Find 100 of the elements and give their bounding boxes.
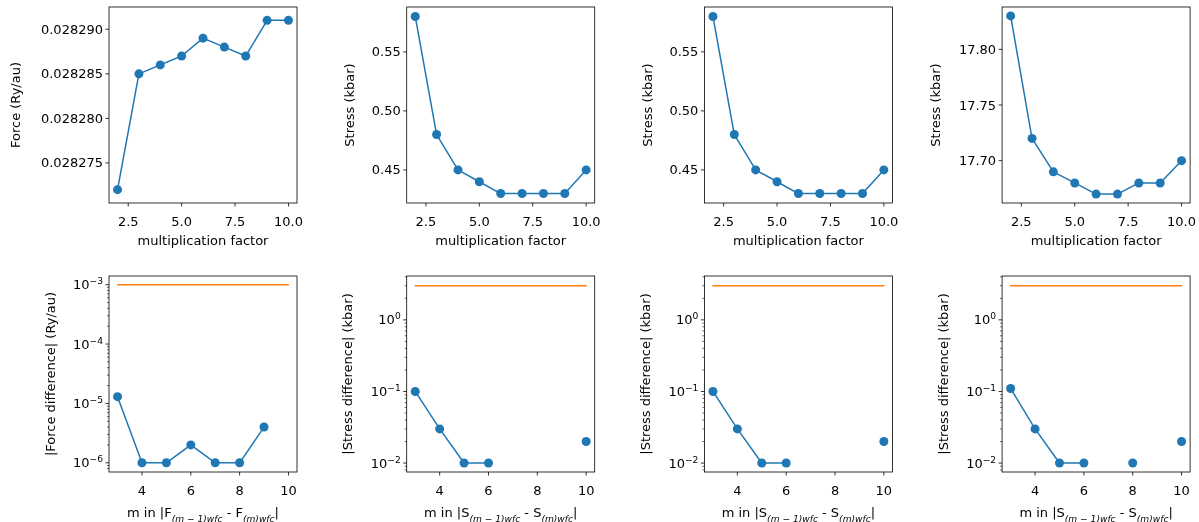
x-axis-title: multiplication factor: [137, 232, 270, 248]
y-tick-label: 0.45: [371, 162, 401, 178]
y-tick-label: 10$^{0}$: [676, 311, 699, 328]
y-tick-label: 17.75: [958, 97, 997, 113]
point: [1112, 189, 1122, 199]
x-tick-label: 2.5: [1010, 213, 1032, 229]
point: [483, 458, 493, 468]
point: [879, 437, 889, 446]
point: [459, 458, 469, 468]
x-tick-label: 8: [1128, 482, 1137, 498]
point: [815, 189, 825, 199]
point: [1079, 458, 1089, 468]
point: [1030, 424, 1040, 434]
y-tick-label: 17.70: [958, 153, 997, 169]
x-axis-title: m in |S$_{(m − 1)wfc}$ - S$_{(m)wfc}$|: [721, 504, 876, 522]
y-axis-title: |Stress difference| (kbar): [340, 293, 356, 455]
point: [474, 177, 484, 187]
x-tick-label: 8: [235, 482, 244, 498]
y-tick-label: 0.55: [371, 44, 401, 60]
point: [241, 51, 251, 61]
point: [410, 11, 420, 21]
point: [772, 177, 782, 187]
point: [259, 422, 269, 432]
point: [496, 189, 506, 199]
y-tick-label: 0.028280: [40, 110, 103, 126]
x-tick-label: 10: [280, 482, 297, 498]
point: [1054, 458, 1064, 468]
x-tick-label: 10: [1173, 482, 1190, 498]
point: [235, 458, 245, 468]
point: [708, 11, 718, 21]
x-tick-label: 10: [875, 482, 893, 498]
x-tick-label: 4: [435, 482, 444, 498]
y-tick-label: 10$^{0}$: [973, 311, 997, 328]
point: [1128, 458, 1138, 468]
point: [708, 386, 718, 396]
point: [113, 185, 123, 195]
point: [793, 189, 803, 199]
y-tick-label: 10$^{−2}$: [668, 454, 699, 471]
y-tick-label: 0.028285: [40, 66, 103, 82]
y-tick-label: 10$^{−1}$: [370, 383, 401, 400]
x-axis-title: m in |S$_{(m − 1)wfc}$ - S$_{(m)wfc}$|: [424, 504, 578, 522]
x-tick-label: 7.5: [1117, 213, 1139, 229]
point: [857, 189, 867, 199]
x-tick-label: 8: [830, 482, 840, 498]
x-tick-label: 5.0: [1064, 213, 1086, 229]
point: [1048, 167, 1058, 177]
x-axis-title: multiplication factor: [435, 232, 567, 248]
point: [1091, 189, 1101, 199]
y-tick-label: 17.80: [958, 41, 997, 57]
x-tick-label: 6: [484, 482, 493, 498]
point: [517, 189, 527, 199]
x-axis-title: multiplication factor: [1030, 232, 1163, 248]
point: [560, 189, 570, 199]
point: [1006, 11, 1016, 21]
point: [836, 189, 846, 199]
point: [751, 165, 761, 175]
x-tick-label: 6: [782, 482, 791, 498]
y-axis-title: |Stress difference| (kbar): [637, 293, 653, 455]
y-tick-label: 10$^{−3}$: [73, 276, 104, 293]
x-axis-title: m in |S$_{(m − 1)wfc}$ - S$_{(m)wfc}$|: [1019, 504, 1173, 522]
y-tick-label: 0.50: [669, 103, 699, 119]
x-tick-label: 8: [533, 482, 542, 498]
x-tick-label: 4: [733, 482, 742, 498]
y-axis-title: Force (Ry/au): [7, 61, 23, 149]
point: [283, 15, 293, 25]
point: [781, 458, 791, 468]
point: [581, 437, 591, 446]
point: [729, 130, 739, 140]
y-tick-label: 10$^{−1}$: [966, 383, 997, 400]
point: [161, 458, 171, 468]
point: [435, 424, 445, 434]
y-tick-label: 10$^{−1}$: [668, 383, 699, 400]
point: [210, 458, 220, 468]
point: [732, 424, 742, 434]
point: [1177, 156, 1187, 166]
y-axis-title: Stress (kbar): [342, 63, 358, 147]
y-tick-label: 0.45: [669, 162, 699, 178]
point: [1027, 133, 1037, 143]
y-tick-label: 10$^{0}$: [378, 311, 401, 328]
point: [1177, 437, 1187, 446]
x-tick-label: 4: [137, 482, 147, 498]
point: [538, 189, 548, 199]
y-tick-label: 10$^{−5}$: [73, 394, 103, 411]
x-tick-label: 7.5: [820, 213, 841, 229]
y-axis-title: Stress (kbar): [639, 63, 655, 147]
x-tick-label: 7.5: [522, 213, 544, 229]
point: [1134, 178, 1144, 188]
point: [1070, 178, 1080, 188]
y-axis-title: |Force difference| (Ry/au): [42, 291, 58, 457]
point: [453, 165, 463, 175]
x-tick-label: 10: [577, 482, 595, 498]
point: [879, 165, 889, 175]
y-axis-title: |Stress difference| (kbar): [935, 293, 951, 455]
y-tick-label: 0.028290: [40, 21, 103, 37]
point: [757, 458, 767, 468]
x-tick-label: 10.0: [571, 213, 601, 229]
x-axis-title: m in |F$_{(m − 1)wfc}$ - F$_{(m)wfc}$|: [127, 504, 279, 522]
x-tick-label: 2.5: [117, 213, 139, 229]
x-tick-label: 5.0: [766, 213, 788, 229]
y-tick-label: 0.50: [371, 103, 401, 119]
